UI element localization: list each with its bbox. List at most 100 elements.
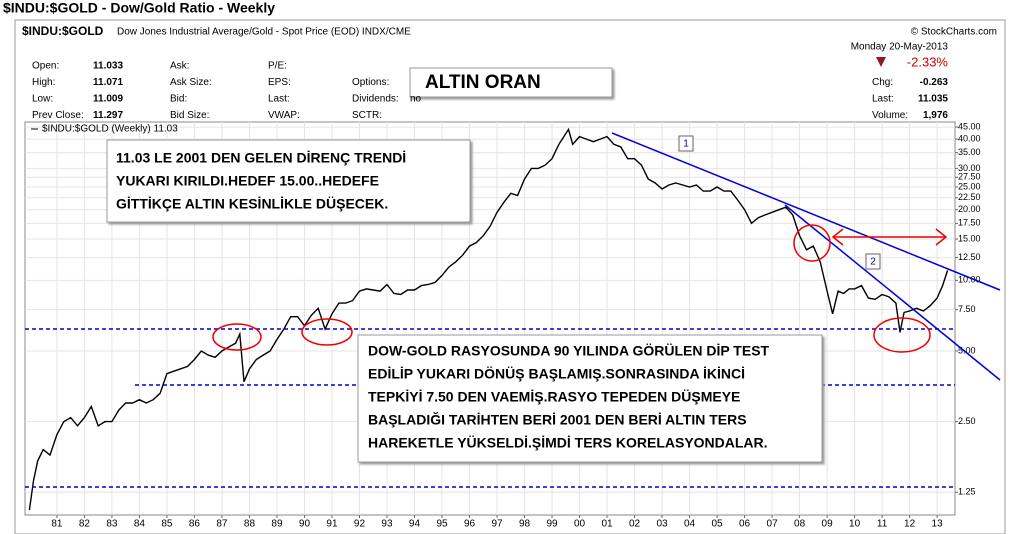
annotations: 1 2 ALTIN ORAN [25,67,1001,488]
y-tick-label: 7.50 [958,304,976,314]
description: Dow Jones Industrial Average/Gold - Spot… [117,27,411,38]
y-tick-label: 27.50 [958,172,981,182]
note-text: EDİLİP YUKARI DÖNÜŞ BAŞLAMIŞ.SONRASINDA … [368,366,745,382]
y-tick-label: 12.50 [958,252,981,262]
x-tick-label: 95 [436,519,448,530]
note-box [357,334,823,463]
x-tick-label: 91 [326,519,338,530]
field-value: 1,976 [923,110,948,121]
y-tick-label: 2.50 [958,416,976,426]
x-tick-label: 00 [574,519,586,530]
y-tick-label: 22.50 [958,192,981,202]
y-tick-label: 1.25 [958,487,976,497]
note-text: DOW-GOLD RASYOSUNDA 90 YILINDA GÖRÜLEN D… [368,343,770,359]
x-tick-label: 09 [822,519,834,530]
y-tick-label: 17.50 [958,218,981,228]
field-label: Chg: [872,77,893,88]
field-value: 11.035 [918,94,948,105]
down-arrow [876,57,886,67]
note-box [106,139,471,223]
x-tick-label: 01 [601,519,613,530]
x-tick-label: 83 [106,519,118,530]
change-pct: -2.33% [907,54,949,69]
highlight [873,317,931,353]
x-tick-label: 99 [546,519,558,530]
box-title: ALTIN ORAN [425,72,541,93]
field-label: Prev Close: [32,110,84,121]
x-tick-label: 13 [932,519,944,530]
field-value: 11.071 [93,77,123,88]
x-tick-label: 96 [464,519,476,530]
y-tick-label: 5.00 [958,345,976,355]
y-tick-label: 15.00 [958,233,981,243]
x-tick-label: 07 [767,519,779,530]
highlight [212,323,262,351]
x-tick-label: 85 [161,519,173,530]
field-value: 11.033 [93,61,123,72]
y-tick-label: 30.00 [958,163,981,173]
trendline [784,204,1001,381]
trend-label: 1 [683,139,689,150]
x-tick-label: 12 [904,519,916,530]
y-tick-label: 25.00 [958,181,981,191]
x-tick-label: 93 [381,519,393,530]
x-tick-label: 97 [491,519,503,530]
note-text: TEPKİYİ 7.50 DEN VAEMİŞ.RASYO TEPEDEN DÜ… [368,389,740,405]
price-line [28,127,949,511]
highlight [793,224,831,262]
legend-label: $INDU:$GOLD (Weekly) 11.03 [42,124,178,135]
copyright: © StockCharts.com [911,27,997,38]
field-label: Open: [32,61,59,72]
y-tick-label: 45.00 [958,121,981,131]
x-tick-label: 03 [656,519,668,530]
note-text: BAŞLADIĞI TARİHTEN BERİ 2001 DEN BERİ AL… [368,411,747,428]
field-label: Low: [32,94,53,105]
note-text: YUKARI KIRILDI.HEDEF 15.00..HEDEFE [116,173,379,189]
note-text: 11.03 LE 2001 DEN GELEN DİRENÇ TRENDİ [116,150,406,166]
field-label: P/E: [268,61,287,72]
page-title: $INDU:$GOLD - Dow/Gold Ratio - Weekly [3,0,275,16]
field-label: Last: [872,94,894,105]
x-tick-label: 08 [794,519,806,530]
x-tick-label: 90 [299,519,311,530]
field-label: Options: [352,77,389,88]
x-tick-label: 10 [849,519,861,530]
field-value: no [410,94,422,105]
x-tick-label: 87 [216,519,228,530]
field-label: Bid: [170,94,187,105]
trendline [611,132,1001,291]
highlight [301,318,353,346]
field-label: Dividends: [352,94,399,105]
x-tick-label: 89 [271,519,283,530]
x-tick-label: 88 [244,519,256,530]
field-value: 11.297 [93,110,123,121]
trend-label: 2 [870,257,876,268]
y-tick-label: 20.00 [958,204,981,214]
x-tick-label: 04 [684,519,696,530]
field-value: -0.263 [920,77,949,88]
symbol: $INDU:$GOLD [22,24,104,38]
field-label: High: [32,77,55,88]
field-label: Ask Size: [170,77,212,88]
arrow-head [935,228,948,246]
x-tick-label: 92 [354,519,366,530]
title-box [409,67,613,98]
field-label: Volume: [872,110,908,121]
field-label: VWAP: [268,110,300,121]
y-tick-label: 35.00 [958,147,981,157]
x-tick-label: 05 [712,519,724,530]
arrow-head [831,228,844,246]
x-tick-label: 02 [629,519,641,530]
y-tick-label: 10.00 [958,275,981,285]
field-label: Ask: [170,61,189,72]
field-label: Bid Size: [170,110,209,121]
x-tick-label: 86 [189,519,201,530]
x-tick-label: 84 [134,519,146,530]
field-value: 11.009 [93,94,123,105]
x-tick-label: 81 [51,519,63,530]
x-tick-label: 06 [739,519,751,530]
note-text: HAREKETLE YÜKSELDİ.ŞİMDİ TERS KORELASYON… [368,435,768,451]
note-text: GİTTİKÇE ALTIN KESİNLİKLE DÜŞECEK. [116,196,388,212]
field-label: Last: [268,94,290,105]
